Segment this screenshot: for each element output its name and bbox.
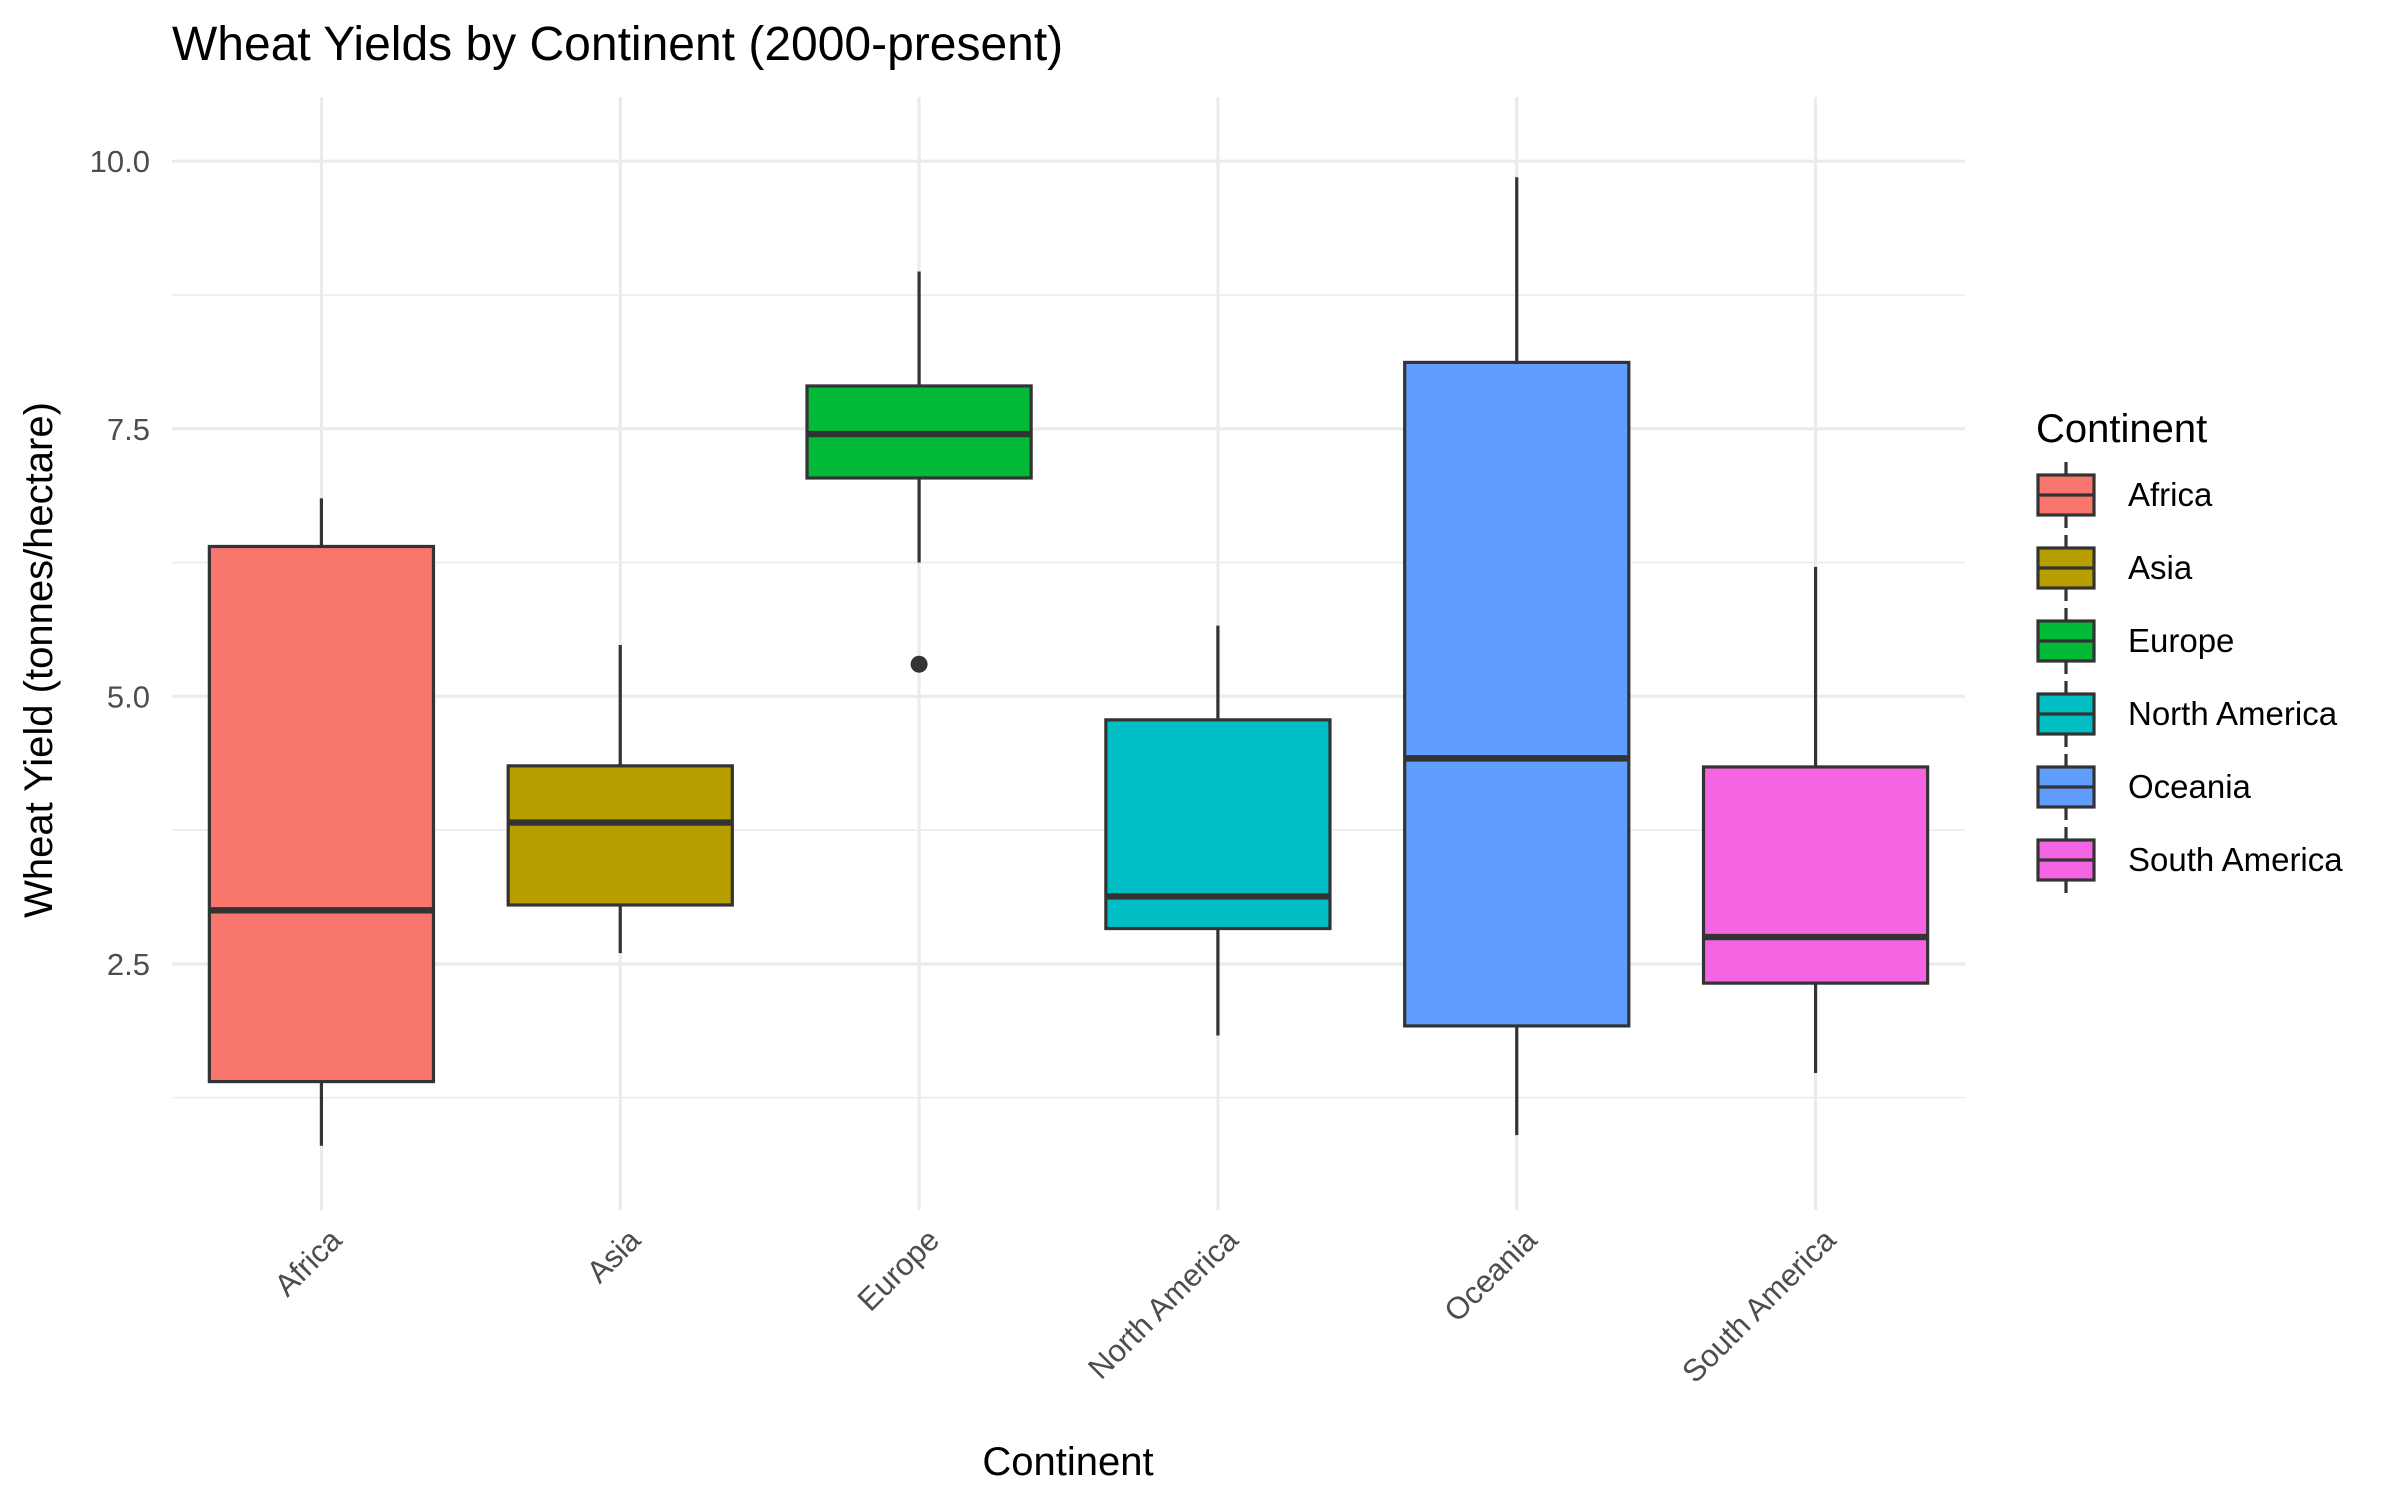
outlier-point [910, 655, 928, 673]
legend-items: Africa Asia Europe North America Oceania Sout… [2036, 462, 2343, 893]
x-tick-label: South America [1675, 1222, 1843, 1390]
box-south-america [1701, 566, 1930, 1074]
x-tick-label: Asia [580, 1222, 648, 1290]
legend-label: North America [2128, 695, 2338, 732]
y-axis-ticks: 2.5 5.0 7.5 10.0 [90, 144, 150, 982]
box-iqr [1403, 360, 1631, 1028]
box-oceania [1403, 177, 1631, 1136]
legend-label: Oceania [2128, 768, 2252, 805]
x-tick-label: North America [1081, 1222, 1245, 1386]
y-tick-label: 7.5 [107, 412, 150, 447]
legend-item: Europe [2036, 608, 2234, 674]
legend-item: North America [2036, 681, 2338, 747]
box-iqr [207, 544, 436, 1084]
x-axis-title: Continent [982, 1440, 1153, 1484]
legend-item: South America [2036, 827, 2343, 893]
y-tick-label: 5.0 [107, 679, 150, 714]
legend-label: Asia [2128, 549, 2193, 586]
box-africa [207, 498, 436, 1146]
x-axis-ticks: Africa Asia Europe North America Oceania Sout… [268, 1222, 1843, 1390]
legend-label: South America [2128, 841, 2343, 878]
box-europe [805, 271, 1033, 673]
grid-lines [172, 97, 1965, 1210]
y-tick-label: 10.0 [90, 144, 150, 179]
y-axis-title: Wheat Yield (tonnes/hectare) [17, 402, 61, 918]
chart-title: Wheat Yields by Continent (2000-present) [172, 18, 1063, 71]
legend-title: Continent [2036, 407, 2207, 451]
x-tick-label: Europe [851, 1222, 946, 1317]
legend-item: Oceania [2036, 754, 2252, 820]
x-tick-label: Oceania [1437, 1222, 1544, 1329]
legend-item: Africa [2036, 462, 2213, 528]
box-asia [506, 644, 734, 954]
box-iqr [506, 764, 734, 907]
box-north-america [1104, 625, 1332, 1036]
y-tick-label: 2.5 [107, 947, 150, 982]
x-tick-label: Africa [268, 1222, 349, 1303]
box-plot-series [207, 177, 1930, 1146]
box-iqr [1701, 765, 1930, 985]
legend-label: Europe [2128, 622, 2234, 659]
legend-item: Asia [2036, 535, 2193, 601]
legend-label: Africa [2128, 476, 2213, 513]
legend: Continent Africa Asia Europe North America O… [2036, 407, 2343, 893]
